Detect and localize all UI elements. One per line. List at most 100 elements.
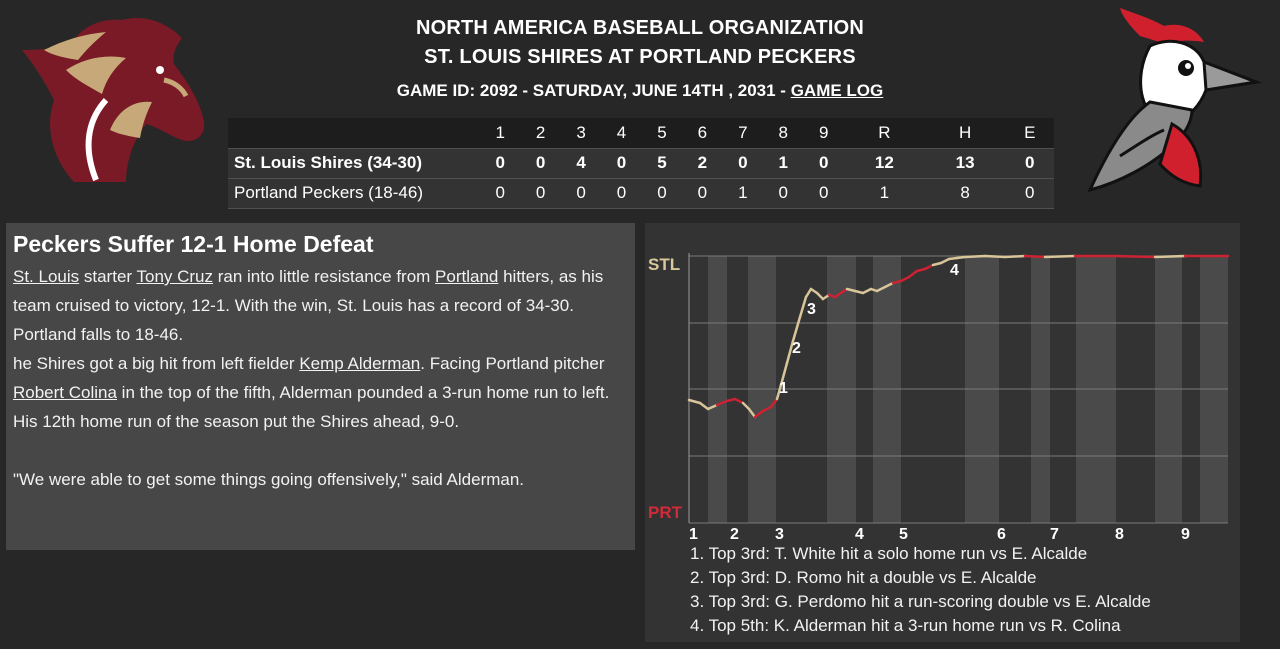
column-header-inning-9: 9 xyxy=(818,122,829,142)
win-probability-segment xyxy=(725,397,737,403)
win-probability-segment xyxy=(733,397,745,405)
story-text: . Facing Portland pitcher xyxy=(420,354,605,373)
win-probability-segment xyxy=(983,254,1007,259)
stl-axis-label: STL xyxy=(648,255,680,274)
organization-title: NORTH AMERICA BASEBALL ORGANIZATION xyxy=(415,17,865,39)
runs-total: 1 xyxy=(879,183,890,202)
home-team-name[interactable]: Portland Peckers (18-46) xyxy=(234,183,423,202)
woodpecker-logo-icon xyxy=(1087,8,1262,193)
play-marker-4: 4 xyxy=(950,262,959,279)
story-text: ran into little resistance from xyxy=(213,267,436,286)
story-paragraph-2: he Shires got a big hit from left fielde… xyxy=(13,349,628,436)
column-header-inning-2: 2 xyxy=(535,122,546,142)
linescore-row-away: St. Louis Shires (34-30) 0 0 4 0 5 2 0 1… xyxy=(228,148,1054,178)
win-probability-segment xyxy=(955,255,967,260)
runs-total: 12 xyxy=(874,153,894,172)
story-text: in the top of the fifth, Alderman pounde… xyxy=(13,383,610,431)
win-probability-segment xyxy=(845,287,857,293)
key-play-item: 4. Top 5th: K. Alderman hit a 3-run home… xyxy=(690,616,1121,635)
win-probability-segment xyxy=(1153,254,1187,259)
inning-score: 0 xyxy=(535,153,546,172)
win-probability-segment xyxy=(931,261,943,267)
story-quote: "We were able to get some things going o… xyxy=(13,470,525,489)
play-marker-2: 2 xyxy=(792,340,801,357)
inning-label-3: 3 xyxy=(775,526,784,543)
errors-total: 0 xyxy=(1025,153,1035,172)
win-probability-segment xyxy=(715,399,729,407)
inning-score: 0 xyxy=(657,183,667,202)
horse-logo-icon xyxy=(22,18,205,182)
win-probability-segment xyxy=(939,257,951,265)
inning-score: 2 xyxy=(697,153,708,172)
home-team-link[interactable]: Portland xyxy=(435,267,499,286)
linescore-row-home: Portland Peckers (18-46) 0 0 0 0 0 0 1 0… xyxy=(228,178,1054,208)
inning-label-8: 8 xyxy=(1115,526,1124,543)
inning-score: 0 xyxy=(818,153,829,172)
away-team-name[interactable]: St. Louis Shires (34-30) xyxy=(234,153,422,172)
win-probability-segment xyxy=(883,281,895,289)
linescore-table: 1 2 3 4 5 6 7 8 9 R H E St. Louis Shires… xyxy=(228,118,1054,209)
win-probability-segment xyxy=(907,269,919,279)
hits-total: 13 xyxy=(955,153,975,172)
home-team-logo[interactable] xyxy=(1080,6,1262,196)
win-probability-chart: STL PRT 1 2 3 4 1 2 3 4 5 6 7 8 9 xyxy=(648,253,1230,543)
inning-score: 0 xyxy=(738,153,748,172)
story-headline: Peckers Suffer 12-1 Home Defeat xyxy=(13,231,374,257)
inning-score: 0 xyxy=(535,183,546,202)
inning-label-2: 2 xyxy=(730,526,739,543)
win-probability-segment xyxy=(698,401,710,411)
hitter-link[interactable]: Kemp Alderman xyxy=(299,354,421,373)
win-probability-segment xyxy=(741,401,751,411)
win-probability-segment xyxy=(861,287,873,295)
starting-pitcher-link[interactable]: Tony Cruz xyxy=(136,267,214,286)
inning-score: 0 xyxy=(616,153,627,172)
win-probability-segment xyxy=(769,397,779,409)
story-text: he Shires got a big hit from left fielde… xyxy=(13,354,300,373)
away-team-logo[interactable] xyxy=(14,10,210,192)
story-text: starter xyxy=(79,267,137,286)
matchup-title: ST. LOUIS SHIRES AT PORTLAND PECKERS xyxy=(424,46,856,68)
play-marker-3: 3 xyxy=(807,301,816,318)
key-play-item: 2. Top 3rd: D. Romo hit a double vs E. A… xyxy=(690,568,1037,587)
inning-label-9: 9 xyxy=(1181,526,1190,543)
opposing-pitcher-link[interactable]: Robert Colina xyxy=(13,383,117,402)
win-probability-segment xyxy=(1023,254,1047,259)
win-probability-segment xyxy=(899,275,911,283)
inning-score: 0 xyxy=(495,183,505,202)
column-header-inning-5: 5 xyxy=(657,122,667,142)
game-info: GAME ID: 2092 - SATURDAY, JUNE 14TH , 20… xyxy=(0,80,1280,102)
inning-label-4: 4 xyxy=(855,526,864,543)
win-probability-segment xyxy=(1043,254,1077,259)
win-probability-panel: STL PRT 1 2 3 4 1 2 3 4 5 6 7 8 9 1. Top… xyxy=(645,223,1240,642)
column-header-inning-8: 8 xyxy=(778,122,789,142)
story-paragraph-1: St. Louis starter Tony Cruz ran into lit… xyxy=(13,262,628,349)
game-log-link[interactable]: GAME LOG xyxy=(790,81,884,100)
inning-label-7: 7 xyxy=(1050,526,1059,543)
away-team-link[interactable]: St. Louis xyxy=(13,267,80,286)
win-probability-segment xyxy=(963,254,987,259)
linescore-header-row: 1 2 3 4 5 6 7 8 9 R H E xyxy=(228,118,1054,148)
win-probability-segment xyxy=(853,289,865,295)
key-play-item: 3. Top 3rd: G. Perdomo hit a run-scoring… xyxy=(690,592,1151,611)
win-probability-segment xyxy=(815,291,825,301)
win-probability-segment xyxy=(923,263,935,271)
win-probability-segment xyxy=(706,403,719,411)
inning-score: 1 xyxy=(738,183,748,202)
column-header-hits: H xyxy=(958,122,972,142)
key-play-item: 1. Top 3rd: T. White hit a solo home run… xyxy=(690,544,1088,563)
win-probability-segment xyxy=(947,256,959,261)
inning-score: 1 xyxy=(778,153,789,172)
win-probability-segment xyxy=(791,315,802,343)
column-header-inning-3: 3 xyxy=(576,122,586,142)
inning-score: 0 xyxy=(495,153,505,172)
game-id-date: GAME ID: 2092 - SATURDAY, JUNE 14TH , 20… xyxy=(396,81,791,100)
win-probability-segment xyxy=(785,339,795,365)
play-marker-1: 1 xyxy=(779,380,788,397)
win-probability-segment xyxy=(687,398,702,405)
inning-score: 0 xyxy=(697,183,708,202)
key-plays-list: 1. Top 3rd: T. White hit a solo home run… xyxy=(690,542,1151,638)
win-probability-segment xyxy=(891,279,903,285)
column-header-errors: E xyxy=(1024,122,1036,142)
inning-label-6: 6 xyxy=(997,526,1006,543)
team-column-header xyxy=(228,118,480,148)
